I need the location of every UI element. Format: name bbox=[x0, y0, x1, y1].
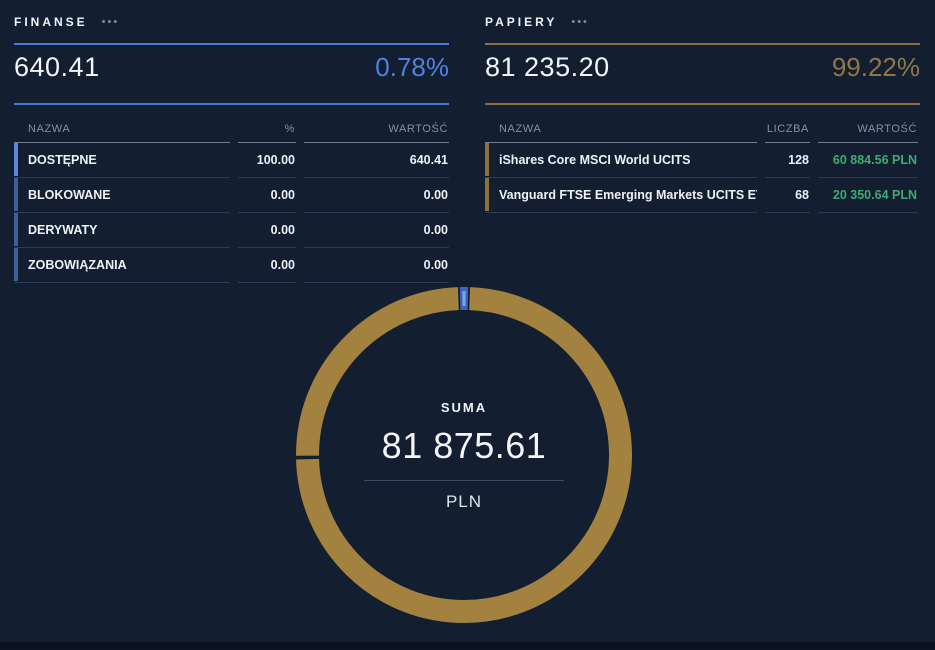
panel-finanse: FINANSE ••• 640.41 0.78% NAZWA % WARTOŚĆ… bbox=[14, 14, 449, 283]
papiery-menu-icon[interactable]: ••• bbox=[571, 16, 589, 28]
donut-chart bbox=[295, 287, 632, 623]
papiery-total-row: 81 235.20 99.22% bbox=[485, 45, 920, 90]
row-name: iShares Core MSCI World UCITS bbox=[499, 153, 691, 167]
row-accent-bar bbox=[485, 143, 489, 176]
row-count: 68 bbox=[765, 178, 810, 213]
row-value: 0.00 bbox=[304, 213, 449, 248]
papiery-bottom-rule bbox=[485, 103, 920, 105]
row-percent: 0.00 bbox=[238, 178, 296, 213]
papiery-title: PAPIERY bbox=[485, 15, 558, 29]
row-accent-bar bbox=[485, 178, 489, 211]
papiery-col-header-name: NAZWA bbox=[485, 105, 757, 143]
finanse-table: NAZWA % WARTOŚĆ DOSTĘPNE 100.00 640.41 B… bbox=[14, 105, 449, 283]
finanse-total-value: 640.41 bbox=[14, 52, 100, 82]
row-count: 128 bbox=[765, 143, 810, 178]
finanse-col-header-percent: % bbox=[238, 105, 296, 143]
papiery-col-header-count: LICZBA bbox=[765, 105, 810, 143]
panel-papiery: PAPIERY ••• 81 235.20 99.22% NAZWA LICZB… bbox=[485, 14, 920, 213]
papiery-table: NAZWA LICZBA WARTOŚĆ iShares Core MSCI W… bbox=[485, 105, 920, 213]
papiery-total-value: 81 235.20 bbox=[485, 52, 610, 82]
row-accent-bar bbox=[14, 248, 18, 281]
bottom-window-edge bbox=[0, 642, 935, 650]
finanse-total-percent: 0.78% bbox=[375, 52, 449, 82]
row-name: DERYWATY bbox=[28, 223, 98, 237]
papiery-header: PAPIERY ••• bbox=[485, 14, 920, 30]
row-percent: 0.00 bbox=[238, 248, 296, 283]
row-name: BLOKOWANE bbox=[28, 188, 111, 202]
finanse-total-row: 640.41 0.78% bbox=[14, 45, 449, 90]
row-accent-bar bbox=[14, 143, 18, 176]
row-accent-bar bbox=[14, 178, 18, 211]
row-name: ZOBOWIĄZANIA bbox=[28, 258, 127, 272]
finanse-col-header-name: NAZWA bbox=[14, 105, 230, 143]
finanse-header: FINANSE ••• bbox=[14, 14, 449, 30]
papiery-col-header-value: WARTOŚĆ bbox=[818, 105, 918, 143]
row-accent-bar bbox=[14, 213, 18, 246]
finanse-bottom-rule bbox=[14, 103, 449, 105]
finanse-menu-icon[interactable]: ••• bbox=[101, 16, 120, 28]
row-value: 0.00 bbox=[304, 248, 449, 283]
row-name: DOSTĘPNE bbox=[28, 153, 97, 167]
papiery-total-percent: 99.22% bbox=[831, 52, 920, 82]
row-value: 60 884.56 PLN bbox=[818, 143, 918, 178]
finanse-top-rule bbox=[14, 43, 449, 45]
row-name: Vanguard FTSE Emerging Markets UCITS ET bbox=[499, 188, 757, 202]
finanse-title: FINANSE bbox=[14, 15, 88, 29]
row-value: 0.00 bbox=[304, 178, 449, 213]
papiery-top-rule bbox=[485, 43, 920, 45]
row-value: 20 350.64 PLN bbox=[818, 178, 918, 213]
row-value: 640.41 bbox=[304, 143, 449, 178]
finanse-col-header-value: WARTOŚĆ bbox=[304, 105, 449, 143]
row-percent: 100.00 bbox=[238, 143, 296, 178]
portfolio-donut-chart[interactable] bbox=[292, 283, 636, 627]
row-percent: 0.00 bbox=[238, 213, 296, 248]
